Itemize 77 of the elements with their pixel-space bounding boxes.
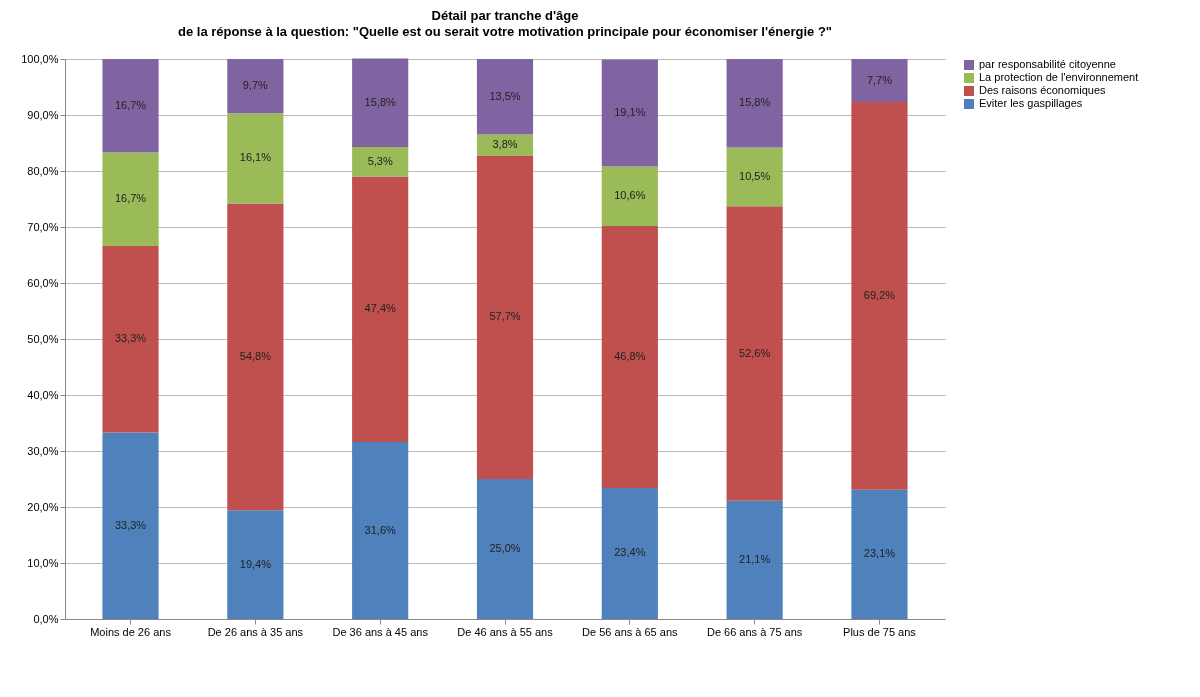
- legend-label: par responsabilité citoyenne: [979, 58, 1116, 70]
- data-label: 16,7%: [114, 192, 147, 205]
- bar: [352, 146, 409, 177]
- y-tick-label: 0,0%: [33, 612, 59, 625]
- data-label: 47,4%: [364, 302, 396, 315]
- data-label: 21,1%: [739, 552, 771, 565]
- bar: [227, 510, 284, 619]
- bar: [102, 152, 159, 247]
- data-label: 23,1%: [863, 547, 896, 560]
- bar: [851, 489, 908, 619]
- y-tick-label: 20,0%: [27, 500, 59, 513]
- bar: [601, 487, 658, 619]
- y-tick-label: 50,0%: [27, 332, 59, 345]
- bar: [227, 203, 284, 511]
- bar: [102, 246, 159, 433]
- legend-label: Eviter les gaspillages: [979, 97, 1083, 109]
- bar: [601, 225, 658, 488]
- x-tick-label: De 46 ans à 55 ans: [457, 625, 554, 638]
- data-label: 3,8%: [492, 138, 518, 151]
- data-label: 15,8%: [739, 96, 771, 109]
- bar: [726, 147, 783, 207]
- bar: [476, 59, 534, 135]
- data-label: 46,8%: [614, 349, 646, 362]
- bar: [851, 102, 908, 490]
- x-tick-label: Moins de 26 ans: [90, 625, 172, 638]
- data-label: 33,3%: [114, 332, 147, 345]
- data-label: 23,4%: [614, 546, 646, 559]
- data-label: 19,1%: [614, 106, 646, 119]
- bar: [851, 59, 908, 103]
- bar: [352, 442, 409, 619]
- y-tick-label: 10,0%: [27, 556, 59, 569]
- chart-subtitle: de la réponse à la question: "Quelle est ou serait votre motivation principale pour économiser l'énergie ?": [177, 24, 833, 39]
- y-tick-label: 40,0%: [27, 388, 59, 401]
- x-tick-label: De 26 ans à 35 ans: [207, 625, 304, 638]
- data-label: 25,0%: [489, 542, 521, 554]
- data-label: 57,7%: [489, 310, 521, 323]
- y-tick-label: 30,0%: [27, 444, 59, 457]
- x-tick-label: De 66 ans à 75 ans: [706, 625, 803, 638]
- legend-label: Des raisons économiques: [979, 84, 1107, 96]
- data-label: 5,3%: [367, 154, 393, 167]
- bar: [476, 155, 534, 479]
- bar: [102, 432, 159, 619]
- bar: [352, 58, 409, 147]
- bar: [726, 500, 783, 619]
- data-label: 19,4%: [239, 557, 272, 570]
- bar: [601, 59, 658, 167]
- legend-label: La protection de l'environnement: [979, 71, 1139, 83]
- x-tick-label: De 56 ans à 65 ans: [582, 625, 679, 638]
- y-tick-label: 90,0%: [27, 108, 59, 121]
- bar: [102, 59, 159, 153]
- y-tick-label: 60,0%: [27, 276, 59, 289]
- bar: [476, 479, 534, 619]
- bar: [726, 206, 783, 501]
- data-label: 69,2%: [863, 288, 896, 301]
- data-label: 7,7%: [866, 73, 893, 86]
- y-tick-label: 100,0%: [21, 52, 59, 65]
- data-label: 33,3%: [114, 518, 147, 531]
- data-label: 10,6%: [614, 189, 646, 202]
- data-label: 54,8%: [239, 349, 272, 362]
- chart-title: Détail par tranche d'âge: [431, 8, 579, 23]
- data-label: 9,7%: [242, 79, 269, 92]
- y-tick-label: 70,0%: [27, 220, 59, 233]
- data-label: 15,8%: [364, 95, 396, 108]
- bar: [726, 59, 783, 148]
- bar: [352, 176, 409, 443]
- data-label: 10,5%: [739, 169, 771, 182]
- data-label: 31,6%: [364, 523, 396, 536]
- bar: [601, 166, 658, 226]
- bar: [227, 59, 284, 114]
- y-tick-label: 80,0%: [27, 164, 59, 177]
- bar: [227, 113, 284, 204]
- data-label: 16,7%: [114, 98, 147, 111]
- data-label: 13,5%: [489, 89, 521, 102]
- data-label: 52,6%: [739, 346, 771, 359]
- x-tick-label: Plus de 75 ans: [843, 625, 917, 638]
- x-tick-label: De 36 ans à 45 ans: [332, 625, 429, 638]
- data-label: 16,1%: [239, 151, 272, 164]
